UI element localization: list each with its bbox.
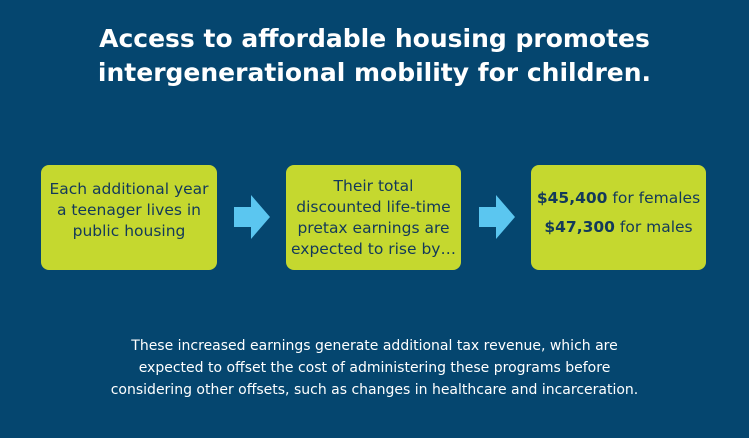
step-2-line-3: pretax earnings are: [297, 218, 450, 237]
step-2-line-4: expected to rise by…: [291, 239, 456, 258]
result-males: $47,300 for males: [544, 213, 692, 242]
step-box-earnings-rise: Their total discounted life-time pretax …: [286, 165, 461, 270]
footer-line-2: expected to offset the cost of administe…: [138, 360, 611, 376]
footer-note: These increased earnings generate additi…: [40, 335, 709, 401]
step-1-line-1: Each additional year: [49, 180, 209, 198]
result-males-label: for males: [614, 217, 693, 236]
result-females-amount: $45,400: [536, 188, 608, 207]
step-box-public-housing: Each additional year a teenager lives in…: [41, 165, 217, 270]
result-females-label: for females: [607, 188, 701, 207]
arrow-right-icon: [234, 195, 270, 239]
step-2-line-1: Their total: [333, 176, 414, 195]
result-males-amount: $47,300: [544, 217, 615, 236]
step-2-line-2: discounted life-time: [296, 197, 451, 216]
result-females: $45,400 for females: [537, 184, 700, 213]
page-title: Access to affordable housing promotes in…: [40, 22, 709, 90]
step-box-earnings-amounts: $45,400 for females $47,300 for males: [531, 165, 706, 270]
step-1-line-2: a teenager lives in: [56, 201, 202, 219]
footer-line-3: considering other offsets, such as chang…: [110, 382, 639, 398]
step-1-line-3: public housing: [72, 222, 186, 240]
arrow-right-icon: [479, 195, 515, 239]
title-line-1: Access to affordable housing promotes: [99, 24, 650, 53]
title-line-2: intergenerational mobility for children.: [97, 58, 652, 87]
footer-line-1: These increased earnings generate additi…: [131, 338, 618, 354]
